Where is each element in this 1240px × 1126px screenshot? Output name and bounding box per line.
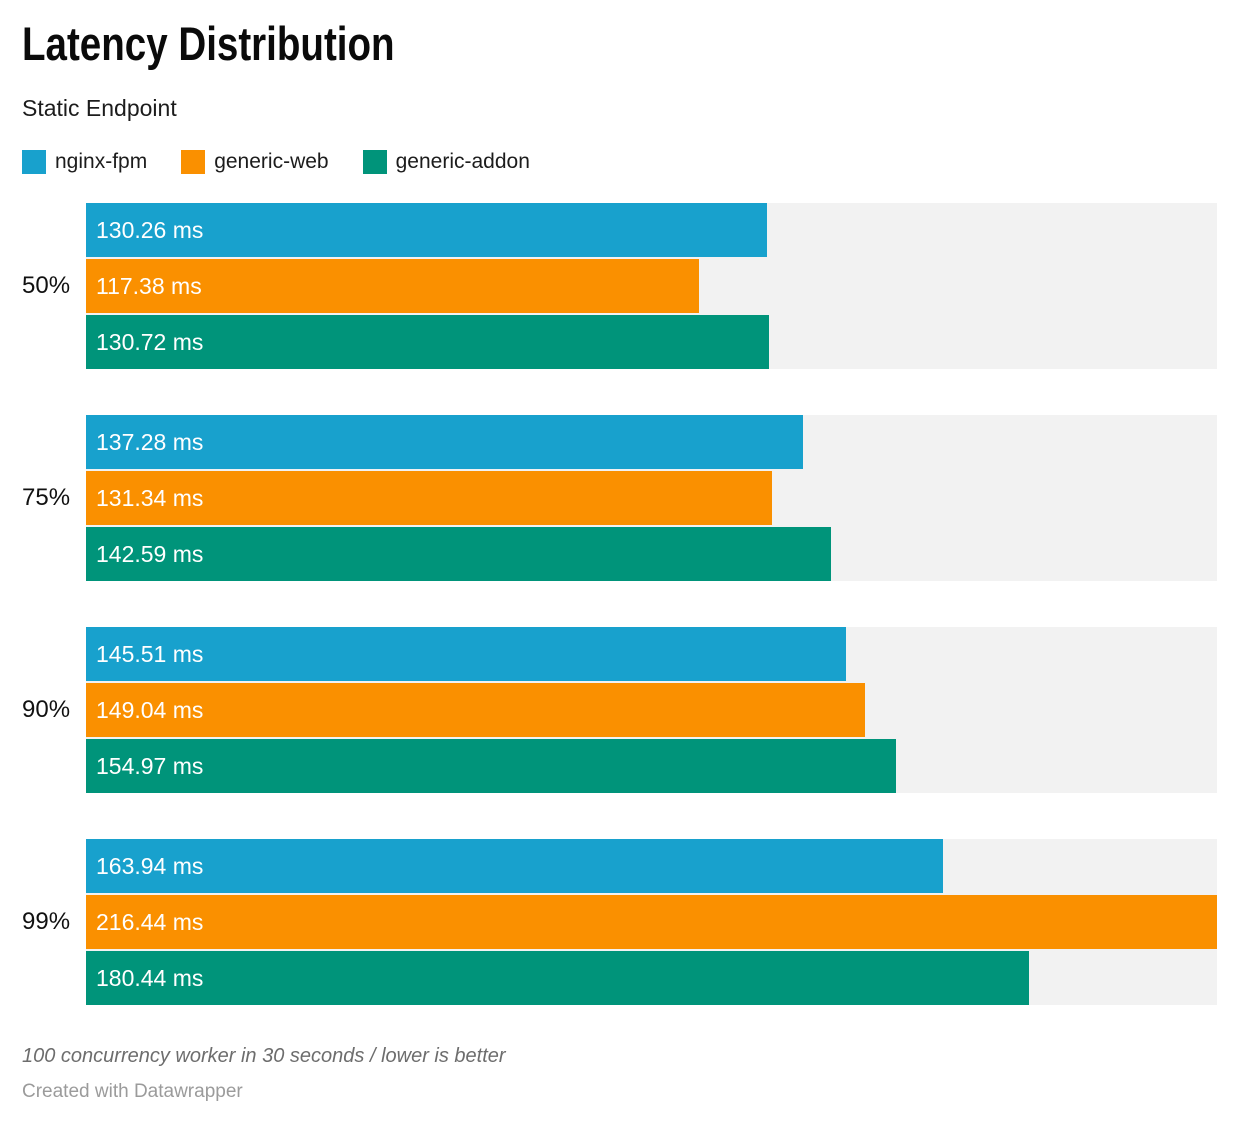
bar-generic-web: 131.34 ms	[86, 471, 773, 525]
bar-generic-web: 216.44 ms	[86, 895, 1217, 949]
bar-value-label: 142.59 ms	[96, 540, 204, 567]
bar-generic-addon: 142.59 ms	[86, 527, 832, 581]
bar-nginx-fpm: 130.26 ms	[86, 203, 767, 257]
bar-value-label: 180.44 ms	[96, 964, 204, 991]
bar-nginx-fpm: 145.51 ms	[86, 627, 847, 681]
bar-group-50%: 50% 130.26 ms 117.38 ms 130.72 ms	[22, 203, 1217, 369]
footer-note: 100 concurrency worker in 30 seconds / l…	[22, 1045, 506, 1067]
chart-footer: 100 concurrency worker in 30 seconds / l…	[22, 1044, 1217, 1103]
legend-swatch-icon	[181, 150, 206, 174]
legend-item-nginx-fpm: nginx-fpm	[22, 150, 147, 174]
bar-group-90%: 90% 145.51 ms 149.04 ms 154.97 ms	[22, 627, 1217, 793]
bar-group-75%: 75% 137.28 ms 131.34 ms 142.59 ms	[22, 415, 1217, 581]
datawrapper-attribution: Created with Datawrapper	[22, 1081, 243, 1102]
bar-generic-addon: 180.44 ms	[86, 951, 1029, 1005]
legend-label: nginx-fpm	[55, 150, 148, 173]
bar-value-label: 216.44 ms	[96, 908, 204, 935]
bar-value-label: 145.51 ms	[96, 640, 204, 667]
bar-value-label: 131.34 ms	[96, 484, 204, 511]
bar-track: 130.26 ms 117.38 ms 130.72 ms	[86, 203, 1217, 369]
bar-nginx-fpm: 137.28 ms	[86, 415, 804, 469]
bar-nginx-fpm: 163.94 ms	[86, 839, 943, 893]
category-label: 50%	[22, 272, 71, 299]
grouped-bar-chart: 50% 130.26 ms 117.38 ms 130.72 ms 75% 137.28 …	[22, 203, 1217, 1005]
category-label: 75%	[22, 484, 71, 511]
legend-item-generic-web: generic-web	[181, 150, 329, 174]
page-title: Latency Distribution	[22, 16, 1217, 72]
bar-generic-web: 117.38 ms	[86, 259, 700, 313]
legend-swatch-icon	[362, 150, 387, 174]
chart-title: Latency Distribution	[22, 17, 395, 70]
bar-value-label: 163.94 ms	[96, 852, 204, 879]
legend-label: generic-addon	[395, 150, 530, 173]
bar-value-label: 154.97 ms	[96, 752, 204, 779]
legend-swatch-icon	[22, 150, 46, 174]
legend: nginx-fpm generic-web generic-addon	[22, 148, 1217, 176]
bar-value-label: 117.38 ms	[96, 272, 202, 299]
legend-label: generic-web	[214, 150, 329, 173]
bar-value-label: 137.28 ms	[96, 428, 204, 455]
bar-track: 163.94 ms 216.44 ms 180.44 ms	[86, 839, 1217, 1005]
bar-track: 145.51 ms 149.04 ms 154.97 ms	[86, 627, 1217, 793]
bar-track: 137.28 ms 131.34 ms 142.59 ms	[86, 415, 1217, 581]
category-label: 90%	[22, 696, 71, 723]
bar-generic-addon: 154.97 ms	[86, 739, 896, 793]
legend-item-generic-addon: generic-addon	[362, 150, 530, 174]
chart-subtitle: Static Endpoint	[22, 95, 177, 121]
bar-value-label: 130.26 ms	[96, 216, 204, 243]
category-label: 99%	[22, 908, 71, 935]
bar-group-99%: 99% 163.94 ms 216.44 ms 180.44 ms	[22, 839, 1217, 1005]
bar-value-label: 130.72 ms	[96, 328, 204, 355]
bar-generic-web: 149.04 ms	[86, 683, 865, 737]
bar-value-label: 149.04 ms	[96, 696, 204, 723]
bar-generic-addon: 130.72 ms	[86, 315, 770, 369]
